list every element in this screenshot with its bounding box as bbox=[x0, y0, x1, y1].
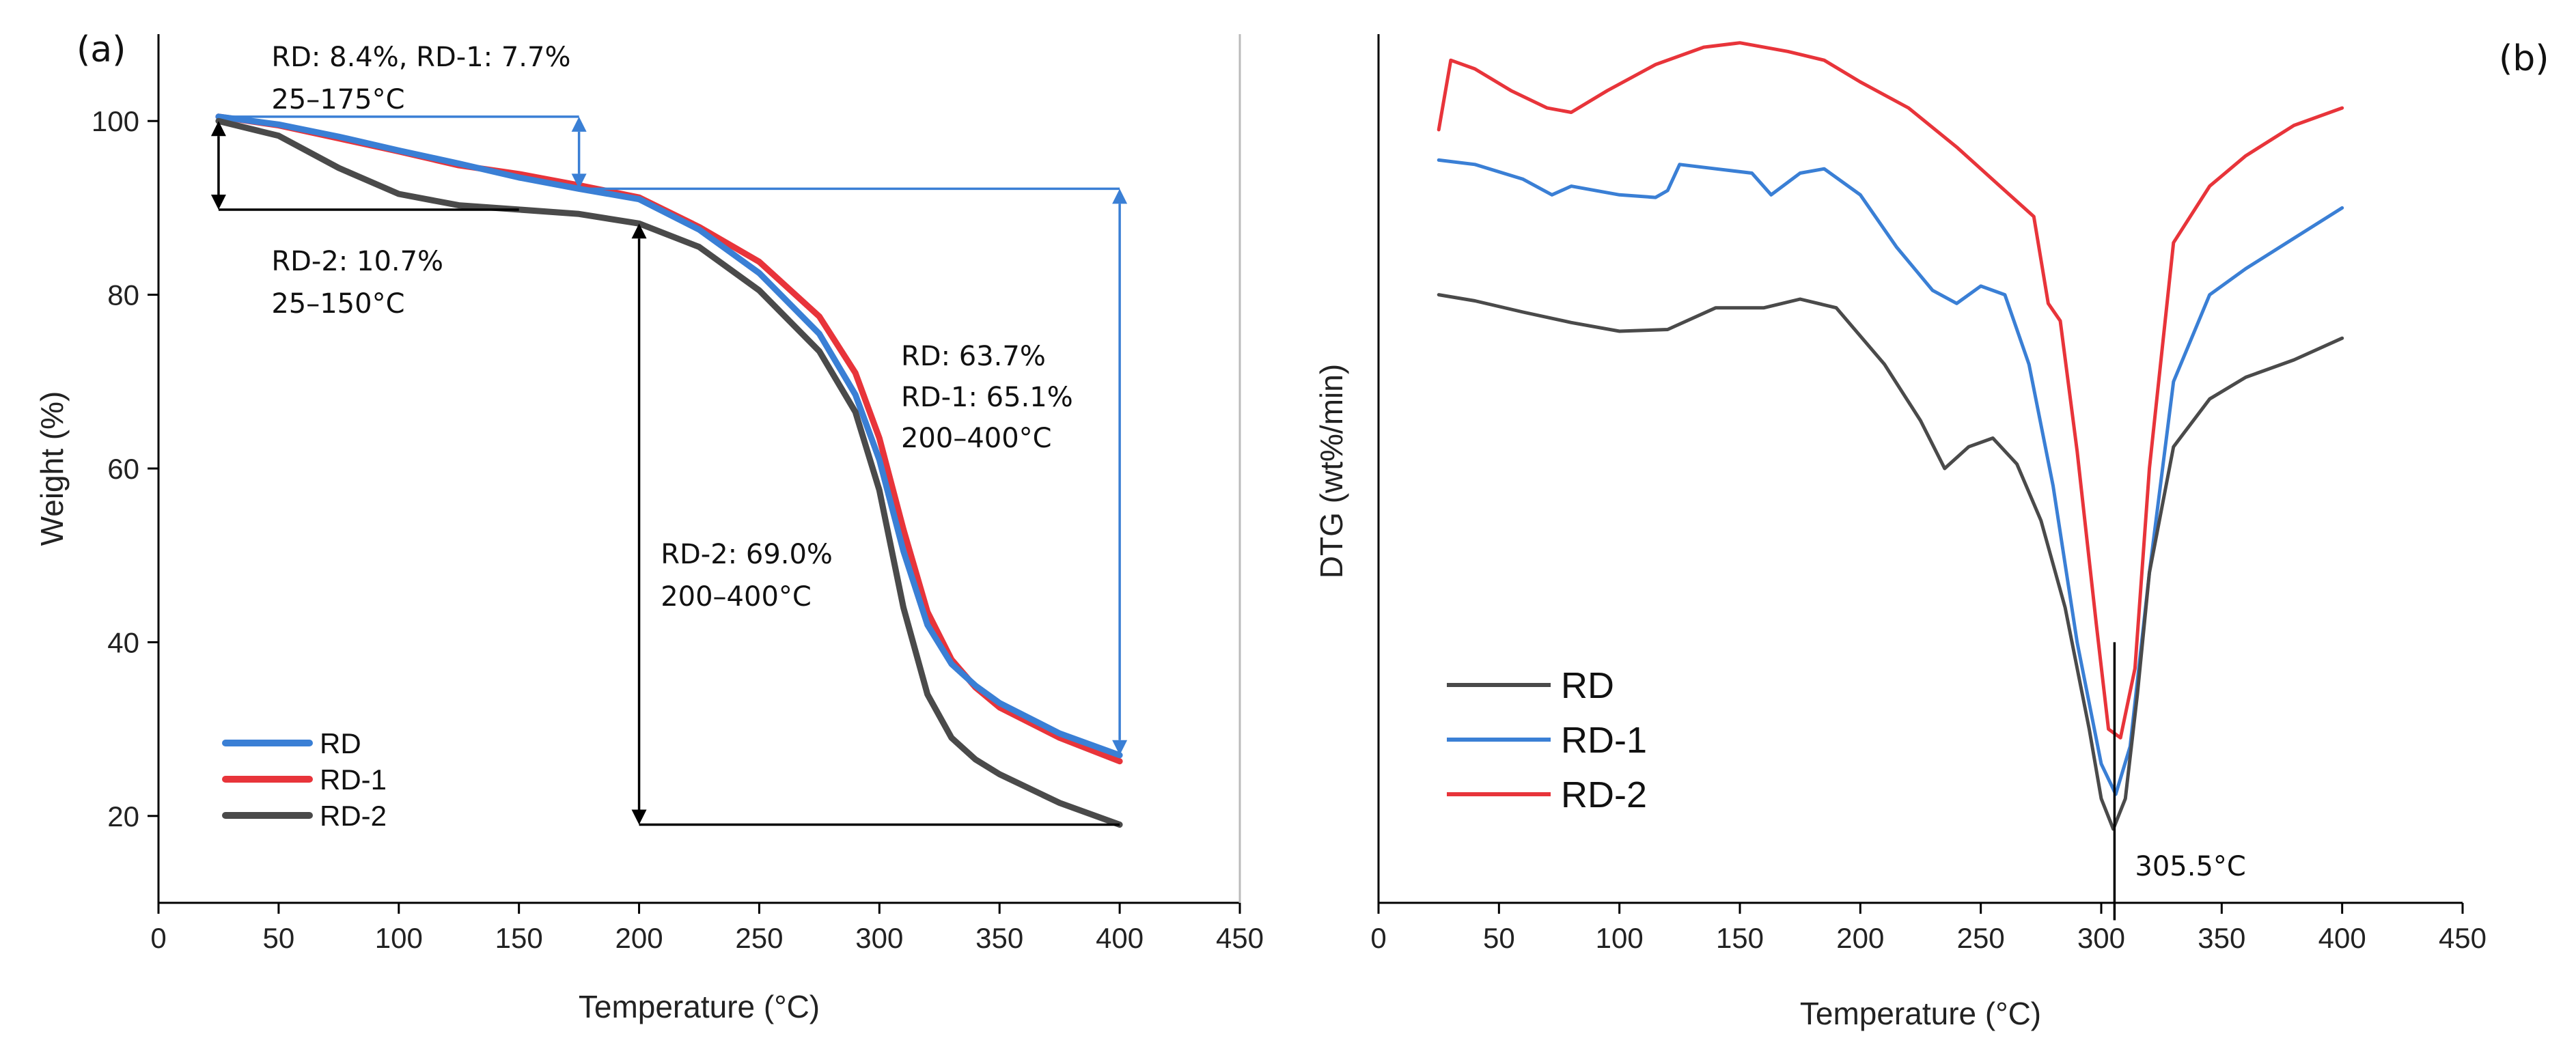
b-x-tick-label: 150 bbox=[1716, 922, 1764, 954]
a-annotation-text: RD: 8.4%, RD-1: 7.7% bbox=[271, 42, 570, 73]
b-x-tick-label: 400 bbox=[2318, 922, 2366, 954]
a-arrow-rd2-stage1-head-top bbox=[210, 121, 226, 137]
a-annotation-text: 25–150°C bbox=[271, 288, 404, 320]
a-x-tick-label: 50 bbox=[263, 922, 295, 954]
a-arrow-rd2-stage2-head-top bbox=[631, 223, 647, 239]
b-x-tick-label: 350 bbox=[2198, 922, 2245, 954]
b-peak-label: 305.5°C bbox=[2135, 851, 2245, 882]
a-arrow-rd2-stage2-head-bottom bbox=[631, 809, 647, 825]
b-x-tick-label: 450 bbox=[2439, 922, 2487, 954]
b-legend-label: RD-2 bbox=[1561, 774, 1647, 815]
a-series-line-RD bbox=[215, 113, 1123, 759]
a-legend-label: RD bbox=[320, 727, 361, 759]
b-x-axis-title: Temperature (°C) bbox=[1800, 996, 2041, 1031]
a-y-axis-title: Weight (%) bbox=[34, 391, 70, 546]
a-y-tick-label: 20 bbox=[107, 800, 139, 832]
a-y-tick-label: 100 bbox=[92, 105, 139, 137]
a-legend-label: RD-2 bbox=[320, 800, 387, 832]
a-x-tick-label: 450 bbox=[1216, 922, 1264, 954]
a-x-tick-label: 300 bbox=[855, 922, 903, 954]
a-annotation-text: RD-2: 10.7% bbox=[271, 246, 443, 277]
a-arrow-rd-stage2-head-top bbox=[1112, 188, 1128, 204]
a-arrow-rd2-stage1-head-bottom bbox=[210, 194, 226, 210]
a-legend-label: RD-1 bbox=[320, 764, 387, 796]
b-y-axis-title: DTG (wt%/min) bbox=[1314, 364, 1349, 578]
a-x-tick-label: 100 bbox=[375, 922, 423, 954]
a-annotation-text: 200–400°C bbox=[901, 423, 1052, 454]
a-x-tick-label: 0 bbox=[150, 922, 166, 954]
a-arrow-rd-stage2-head-bottom bbox=[1112, 740, 1128, 755]
a-annotation-text: RD-1: 65.1% bbox=[901, 382, 1073, 413]
b-x-tick-label: 200 bbox=[1836, 922, 1884, 954]
b-x-tick-label: 100 bbox=[1596, 922, 1644, 954]
a-x-tick-label: 250 bbox=[735, 922, 783, 954]
a-annotation-text: 25–175°C bbox=[271, 84, 404, 115]
a-series-line-RD-2 bbox=[215, 117, 1123, 828]
b-series-line-RD-2 bbox=[1437, 41, 2344, 740]
a-y-tick-label: 60 bbox=[107, 453, 139, 485]
a-annotation-text: RD-2: 69.0% bbox=[661, 539, 833, 570]
b-panel-label: (b) bbox=[2499, 38, 2549, 79]
b-x-tick-label: 0 bbox=[1370, 922, 1386, 954]
a-arrow-rd-stage1-head-top bbox=[571, 116, 587, 132]
a-x-tick-label: 400 bbox=[1096, 922, 1144, 954]
b-x-tick-label: 50 bbox=[1483, 922, 1515, 954]
a-y-tick-label: 80 bbox=[107, 279, 139, 311]
b-series-line-RD bbox=[1437, 293, 2344, 831]
a-x-tick-label: 200 bbox=[615, 922, 663, 954]
b-legend-label: RD-1 bbox=[1561, 720, 1647, 761]
a-x-tick-label: 150 bbox=[495, 922, 543, 954]
a-y-tick-label: 40 bbox=[107, 626, 139, 658]
b-x-tick-label: 300 bbox=[2077, 922, 2125, 954]
a-arrow-rd-stage1-head-bottom bbox=[571, 173, 587, 189]
b-legend-label: RD bbox=[1561, 665, 1614, 706]
a-annotation-text: 200–400°C bbox=[661, 581, 812, 613]
b-x-tick-label: 250 bbox=[1957, 922, 2005, 954]
a-annotation-text: RD: 63.7% bbox=[901, 341, 1046, 372]
a-x-axis-title: Temperature (°C) bbox=[579, 989, 820, 1024]
a-x-tick-label: 350 bbox=[975, 922, 1023, 954]
a-panel-label: (a) bbox=[77, 29, 126, 70]
